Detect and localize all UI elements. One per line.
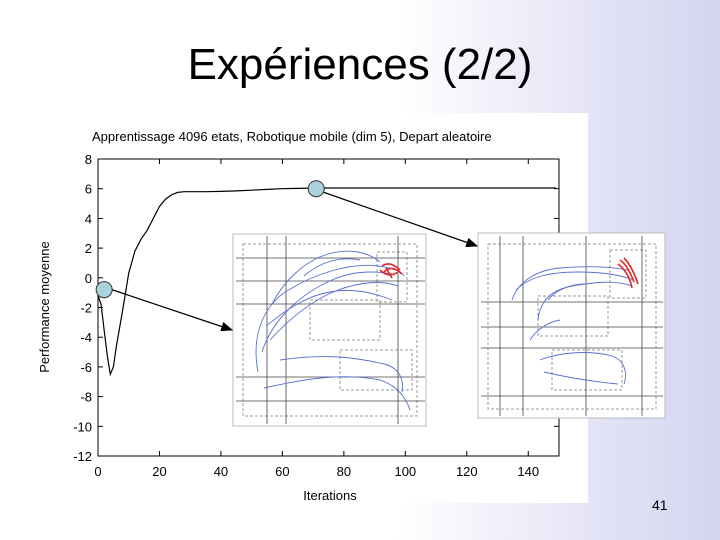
x-tick-label: 40 xyxy=(214,464,228,479)
chart-title: Apprentissage 4096 etats, Robotique mobi… xyxy=(92,129,492,144)
highlight-point xyxy=(95,281,113,299)
highlight-points xyxy=(95,180,325,299)
y-tick-label: -8 xyxy=(80,390,92,405)
y-tick-label: -12 xyxy=(73,449,92,464)
y-tick-label: -6 xyxy=(80,360,92,375)
y-tick-label: 8 xyxy=(85,152,92,167)
y-tick-label: 4 xyxy=(85,211,92,226)
pointer-arrow-early xyxy=(103,286,234,332)
trajectory-inset-early xyxy=(232,233,427,427)
highlight-point xyxy=(307,180,325,198)
trajectory-inset-late xyxy=(477,232,666,419)
y-tick-label: 0 xyxy=(85,271,92,286)
y-tick-label: 6 xyxy=(85,182,92,197)
x-tick-label: 120 xyxy=(456,464,478,479)
y-tick-label: -2 xyxy=(80,301,92,316)
x-tick-label: 100 xyxy=(394,464,416,479)
x-tick-label: 20 xyxy=(152,464,166,479)
page-number: 41 xyxy=(652,497,668,513)
x-axis-label: Iterations xyxy=(303,488,357,503)
pointer-arrow-late xyxy=(319,190,479,247)
y-tick-label: -4 xyxy=(80,330,92,345)
y-axis-label: Performance moyenne xyxy=(37,241,52,373)
x-tick-label: 0 xyxy=(94,464,101,479)
x-tick-label: 60 xyxy=(275,464,289,479)
inset-frame xyxy=(232,233,427,427)
y-tick-label: 2 xyxy=(85,241,92,256)
series-line xyxy=(97,187,556,377)
x-tick-label: 140 xyxy=(517,464,539,479)
slide-title: Expériences (2/2) xyxy=(187,40,533,89)
x-tick-label: 80 xyxy=(337,464,351,479)
y-tick-label: -10 xyxy=(73,419,92,434)
inset-frame xyxy=(477,232,666,419)
